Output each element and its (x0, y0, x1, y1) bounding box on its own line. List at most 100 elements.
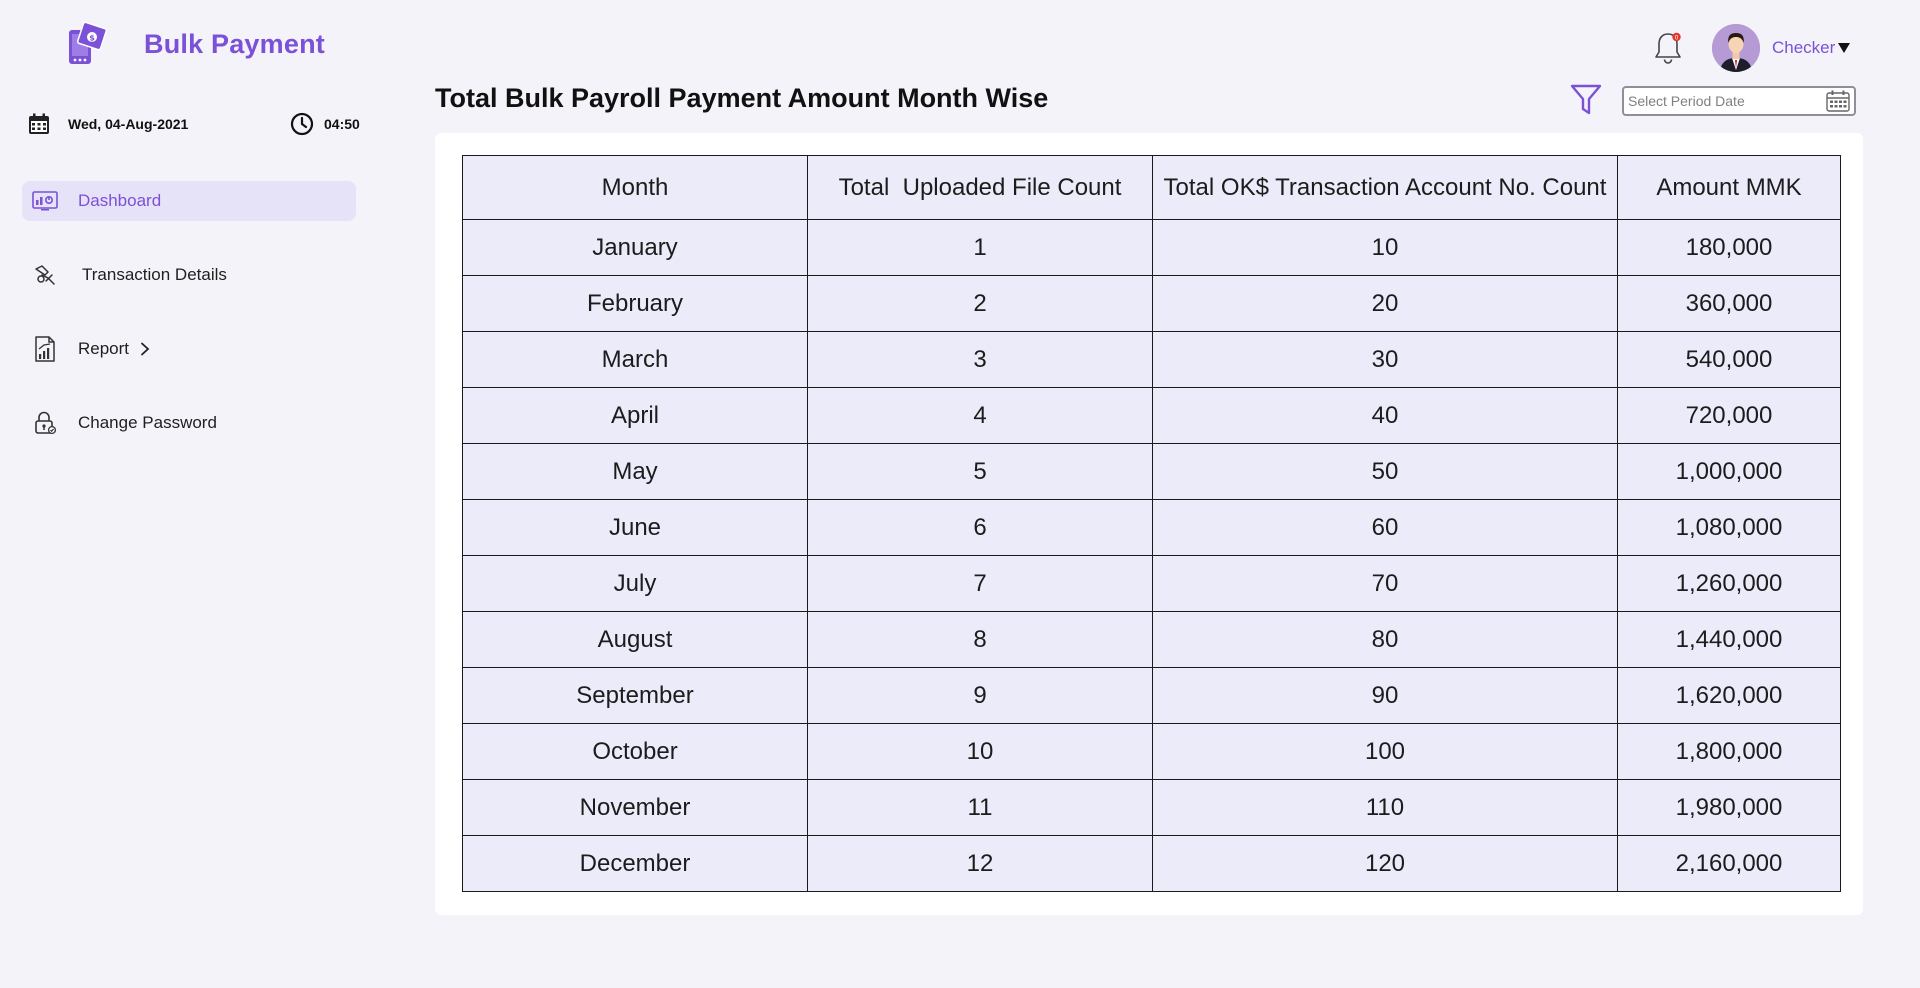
month-cell: January (462, 219, 808, 276)
current-date: Wed, 04-Aug-2021 (68, 116, 189, 132)
column-header-amount: Amount MMK (1617, 155, 1841, 220)
table-row: September 9 90 1,620,000 (462, 667, 1841, 724)
calendar-icon (29, 113, 49, 134)
table-row: May 5 50 1,000,000 (462, 443, 1841, 500)
calendar-picker-icon[interactable] (1826, 90, 1850, 112)
column-header-account-count: Total OK$ Transaction Account No. Count (1152, 155, 1618, 220)
table-row: November 11 110 1,980,000 (462, 779, 1841, 836)
table-row: January 1 10 180,000 (462, 219, 1841, 276)
sidebar-item-transaction-details[interactable]: Transaction Details (22, 255, 356, 295)
account-count-cell: 90 (1152, 667, 1618, 724)
month-cell: June (462, 499, 808, 556)
file-count-cell: 5 (807, 443, 1153, 500)
table-row: June 6 60 1,080,000 (462, 499, 1841, 556)
table-body: January 1 10 180,000 February 2 20 360,000 March… (462, 219, 1841, 892)
lock-icon (35, 411, 56, 435)
table-row: August 8 80 1,440,000 (462, 611, 1841, 668)
month-cell: July (462, 555, 808, 612)
sidebar-item-label: Transaction Details (82, 265, 227, 284)
sidebar-item-change-password[interactable]: Change Password (22, 403, 356, 443)
account-count-cell: 120 (1152, 835, 1618, 892)
chevron-right-icon (141, 342, 150, 356)
column-header-file-count: Total Uploaded File Count (807, 155, 1153, 220)
month-cell: February (462, 275, 808, 332)
month-cell: October (462, 723, 808, 780)
file-count-cell: 12 (807, 835, 1153, 892)
amount-cell: 540,000 (1617, 331, 1841, 388)
account-count-cell: 60 (1152, 499, 1618, 556)
bell-icon[interactable]: 0 (1652, 30, 1684, 66)
amount-cell: 1,260,000 (1617, 555, 1841, 612)
period-date-input[interactable] (1624, 88, 1820, 114)
user-menu[interactable]: Checker (1772, 38, 1851, 58)
file-count-cell: 6 (807, 499, 1153, 556)
table-row: April 4 40 720,000 (462, 387, 1841, 444)
monthly-payment-table: Month Total Uploaded File Count Total OK… (462, 155, 1841, 892)
month-cell: March (462, 331, 808, 388)
account-count-cell: 10 (1152, 219, 1618, 276)
account-count-cell: 30 (1152, 331, 1618, 388)
svg-text:0: 0 (1675, 35, 1679, 42)
datetime-bar: Wed, 04-Aug-2021 04:50 (28, 112, 364, 136)
account-count-cell: 70 (1152, 555, 1618, 612)
account-count-cell: 100 (1152, 723, 1618, 780)
brand-title: Bulk Payment (144, 28, 325, 59)
sidebar-item-label: Change Password (78, 413, 217, 432)
sidebar-item-label: Report (78, 339, 130, 358)
file-count-cell: 2 (807, 275, 1153, 332)
table-row: December 12 120 2,160,000 (462, 835, 1841, 892)
table-row: July 7 70 1,260,000 (462, 555, 1841, 612)
file-count-cell: 7 (807, 555, 1153, 612)
file-count-cell: 1 (807, 219, 1153, 276)
filter-icon[interactable] (1570, 83, 1602, 117)
amount-cell: 180,000 (1617, 219, 1841, 276)
caret-down-icon (1838, 43, 1851, 53)
user-name: Checker (1772, 38, 1836, 57)
clock-icon (290, 112, 314, 136)
account-count-cell: 20 (1152, 275, 1618, 332)
table-header-row: Month Total Uploaded File Count Total OK… (462, 155, 1841, 220)
brand[interactable]: $ Bulk Payment (66, 22, 325, 66)
amount-cell: 1,080,000 (1617, 499, 1841, 556)
amount-cell: 1,440,000 (1617, 611, 1841, 668)
column-header-month: Month (462, 155, 808, 220)
file-count-cell: 3 (807, 331, 1153, 388)
file-count-cell: 11 (807, 779, 1153, 836)
report-card: Month Total Uploaded File Count Total OK… (435, 133, 1863, 915)
file-count-cell: 9 (807, 667, 1153, 724)
table-row: March 3 30 540,000 (462, 331, 1841, 388)
period-date-picker[interactable] (1622, 86, 1856, 116)
table-row: February 2 20 360,000 (462, 275, 1841, 332)
amount-cell: 1,800,000 (1617, 723, 1841, 780)
month-cell: December (462, 835, 808, 892)
account-count-cell: 50 (1152, 443, 1618, 500)
month-cell: May (462, 443, 808, 500)
avatar[interactable] (1712, 24, 1760, 72)
file-count-cell: 10 (807, 723, 1153, 780)
month-cell: September (462, 667, 808, 724)
notification-badge (1672, 32, 1681, 42)
sidebar-item-label: Dashboard (78, 191, 162, 210)
transaction-icon (35, 265, 55, 285)
sidebar-item-report[interactable]: Report (22, 329, 356, 369)
page-title: Total Bulk Payroll Payment Amount Month … (435, 83, 1049, 113)
current-time: 04:50 (324, 116, 360, 132)
user-avatar-icon (1712, 24, 1760, 72)
amount-cell: 720,000 (1617, 387, 1841, 444)
account-count-cell: 110 (1152, 779, 1618, 836)
clock: 04:50 (290, 112, 360, 136)
file-count-cell: 4 (807, 387, 1153, 444)
amount-cell: 1,000,000 (1617, 443, 1841, 500)
sidebar-item-dashboard[interactable]: Dashboard (22, 181, 356, 221)
amount-cell: 2,160,000 (1617, 835, 1841, 892)
svg-text:$: $ (89, 34, 95, 43)
report-icon (35, 336, 55, 362)
mobile-wallet-icon: $ (69, 22, 108, 64)
month-cell: August (462, 611, 808, 668)
account-count-cell: 40 (1152, 387, 1618, 444)
month-cell: April (462, 387, 808, 444)
sidebar-nav: Dashboard Transaction Details (22, 181, 356, 477)
month-cell: November (462, 779, 808, 836)
file-count-cell: 8 (807, 611, 1153, 668)
